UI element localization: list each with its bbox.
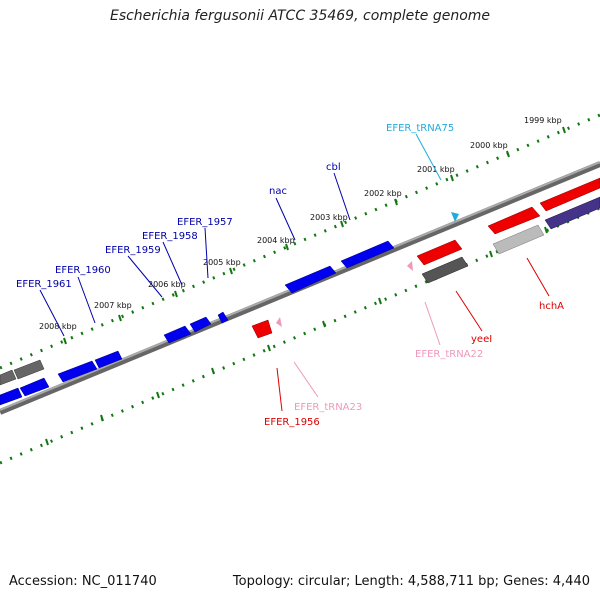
label-efer-1960: EFER_1960 (55, 265, 111, 276)
topology-text: Topology: circular; Length: 4,588,711 bp… (232, 574, 590, 589)
kbp-label-2002: 2002 kbp (364, 189, 402, 198)
label-efer-trna22: EFER_tRNA22 (415, 349, 483, 360)
label-yeel: yeeI (471, 334, 492, 345)
gene-efer-1957[interactable] (217, 311, 229, 324)
gene-hcha[interactable] (487, 206, 541, 235)
gene-efer-1960[interactable] (57, 360, 98, 383)
kbp-label-2005: 2005 kbp (203, 258, 241, 267)
trna-22-marker[interactable] (407, 261, 413, 271)
gene-nac[interactable] (284, 265, 337, 294)
label-efer-1959: EFER_1959 (105, 245, 161, 256)
gene-left-grey-1[interactable] (13, 359, 45, 380)
label-efer-1958: EFER_1958 (142, 231, 198, 242)
map-title: Escherichia fergusonii ATCC 35469, compl… (109, 8, 491, 24)
gene-left-1[interactable] (19, 377, 50, 397)
label-cbl: cbl (326, 162, 341, 173)
trna-23-marker[interactable] (276, 317, 282, 327)
gene-right-purple[interactable] (544, 196, 600, 230)
gene-left-grey-2[interactable] (0, 369, 17, 386)
kbp-label-2006: 2006 kbp (148, 280, 186, 289)
kbp-label-2007: 2007 kbp (94, 301, 132, 310)
gene-efer-1961[interactable] (94, 350, 123, 369)
reverse-strand-genes (251, 177, 600, 339)
gene-right-red[interactable] (539, 177, 600, 212)
trna-75-marker[interactable] (451, 212, 459, 222)
kbp-label-2003: 2003 kbp (310, 213, 348, 222)
label-nac: nac (269, 186, 287, 197)
kbp-label-2000: 2000 kbp (470, 141, 508, 150)
label-efer-1956: EFER_1956 (264, 417, 320, 428)
gene-yeel[interactable] (416, 239, 463, 266)
scale-major-ticks (63, 126, 566, 345)
label-efer-1961: EFER_1961 (16, 279, 72, 290)
label-leaders (39, 133, 550, 412)
label-efer-1957: EFER_1957 (177, 217, 233, 228)
accession-text: Accession: NC_011740 (9, 574, 157, 589)
label-hcha: hchA (539, 301, 564, 312)
label-efer-trna23: EFER_tRNA23 (294, 402, 362, 413)
kbp-label-2004: 2004 kbp (257, 236, 295, 245)
gene-light-grey[interactable] (492, 224, 545, 255)
gene-efer-1958[interactable] (163, 325, 192, 344)
gene-efer-1956[interactable] (251, 319, 273, 339)
kbp-label-1999: 1999 kbp (524, 116, 562, 125)
forward-strand-genes (0, 240, 395, 406)
label-efer-trna75: EFER_tRNA75 (386, 123, 454, 134)
gene-efer-1959[interactable] (189, 316, 212, 333)
gene-grey-mid[interactable] (421, 256, 469, 284)
gene-cbl[interactable] (340, 240, 395, 269)
gene-left-2[interactable] (0, 387, 23, 406)
kbp-label-2008: 2008 kbp (39, 322, 77, 331)
